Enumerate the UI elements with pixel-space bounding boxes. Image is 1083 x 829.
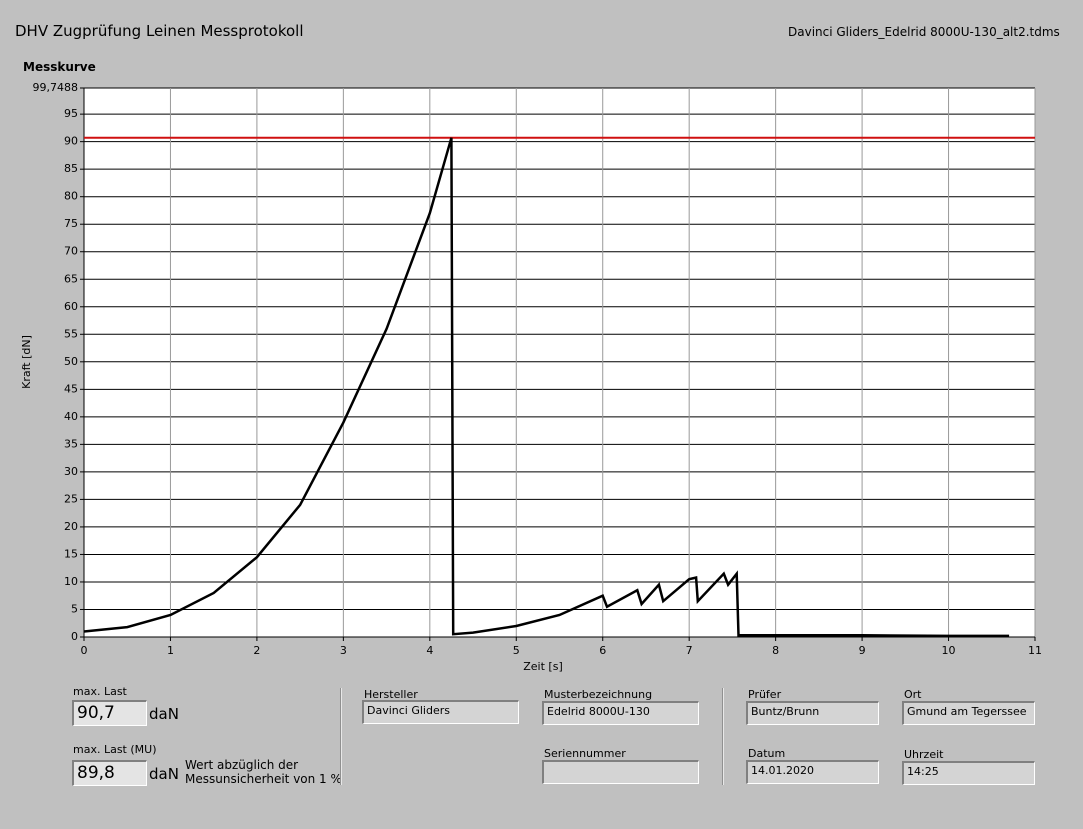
x-tick-label: 4 <box>426 644 433 657</box>
y-tick-label: 65 <box>64 272 78 285</box>
unit: daN <box>149 705 179 723</box>
y-tick-label: 10 <box>64 575 78 588</box>
y-tick-label: 80 <box>64 190 78 203</box>
y-tick-label: 75 <box>64 217 78 230</box>
y-tick-label: 50 <box>64 355 78 368</box>
field-value <box>542 760 699 784</box>
x-tick-label: 3 <box>340 644 347 657</box>
y-tick-label: 40 <box>64 410 78 423</box>
field-label: Datum <box>748 747 786 760</box>
y-tick-label: 0 <box>71 630 78 643</box>
field-value: 89,8 <box>72 760 147 786</box>
y-tick-label: 15 <box>64 547 78 560</box>
field-label: Ort <box>904 688 922 701</box>
x-axis-label: Zeit [s] <box>523 660 562 673</box>
y-tick-label: 55 <box>64 327 78 340</box>
y-tick-label: 20 <box>64 520 78 533</box>
x-tick-label: 6 <box>599 644 606 657</box>
separator <box>340 688 342 785</box>
field-label: Uhrzeit <box>904 748 944 761</box>
field-value: Gmund am Tegerssee <box>902 701 1035 725</box>
y-tick-label: 85 <box>64 162 78 175</box>
unit: daN <box>149 765 179 783</box>
y-tick-label: 95 <box>64 107 78 120</box>
x-tick-label: 8 <box>772 644 779 657</box>
y-tick-label: 45 <box>64 382 78 395</box>
note: Wert abzüglich der Messunsicherheit von … <box>185 758 342 786</box>
y-tick-label: 99,7488 <box>33 81 79 94</box>
separator <box>722 688 724 785</box>
field-label: Prüfer <box>748 688 782 701</box>
y-tick-label: 70 <box>64 245 78 258</box>
chart: Zeit [s] Kraft [dN] 05101520253035404550… <box>20 81 1042 673</box>
x-tick-label: 11 <box>1028 644 1042 657</box>
page-title: DHV Zugprüfung Leinen Messprotokoll <box>15 22 304 40</box>
y-axis-label: Kraft [dN] <box>20 335 33 389</box>
field-value: 90,7 <box>72 700 147 726</box>
x-tick-label: 0 <box>81 644 88 657</box>
field-label: Musterbezeichnung <box>544 688 653 701</box>
chart-title: Messkurve <box>23 60 96 74</box>
x-tick-label: 5 <box>513 644 520 657</box>
field-value: 14:25 <box>902 761 1035 785</box>
field-value: 14.01.2020 <box>746 760 879 784</box>
x-tick-label: 1 <box>167 644 174 657</box>
field-value: Edelrid 8000U-130 <box>542 701 699 725</box>
y-tick-label: 60 <box>64 300 78 313</box>
x-tick-label: 2 <box>253 644 260 657</box>
x-tick-label: 7 <box>686 644 693 657</box>
plot-area <box>84 88 1035 637</box>
field-label: Hersteller <box>364 688 418 701</box>
y-tick-label: 90 <box>64 135 78 148</box>
force-curve <box>83 137 1010 638</box>
field-value: Davinci Gliders <box>362 700 519 724</box>
file-name: Davinci Gliders_Edelrid 8000U-130_alt2.t… <box>788 25 1060 39</box>
y-tick-label: 30 <box>64 465 78 478</box>
field-label: max. Last (MU) <box>73 743 157 756</box>
field-value: Buntz/Brunn <box>746 701 879 725</box>
y-tick-label: 5 <box>71 602 78 615</box>
y-tick-label: 35 <box>64 437 78 450</box>
x-tick-label: 9 <box>859 644 866 657</box>
field-label: Seriennummer <box>544 747 626 760</box>
y-tick-label: 25 <box>64 492 78 505</box>
field-label: max. Last <box>73 685 127 698</box>
x-tick-label: 10 <box>942 644 956 657</box>
